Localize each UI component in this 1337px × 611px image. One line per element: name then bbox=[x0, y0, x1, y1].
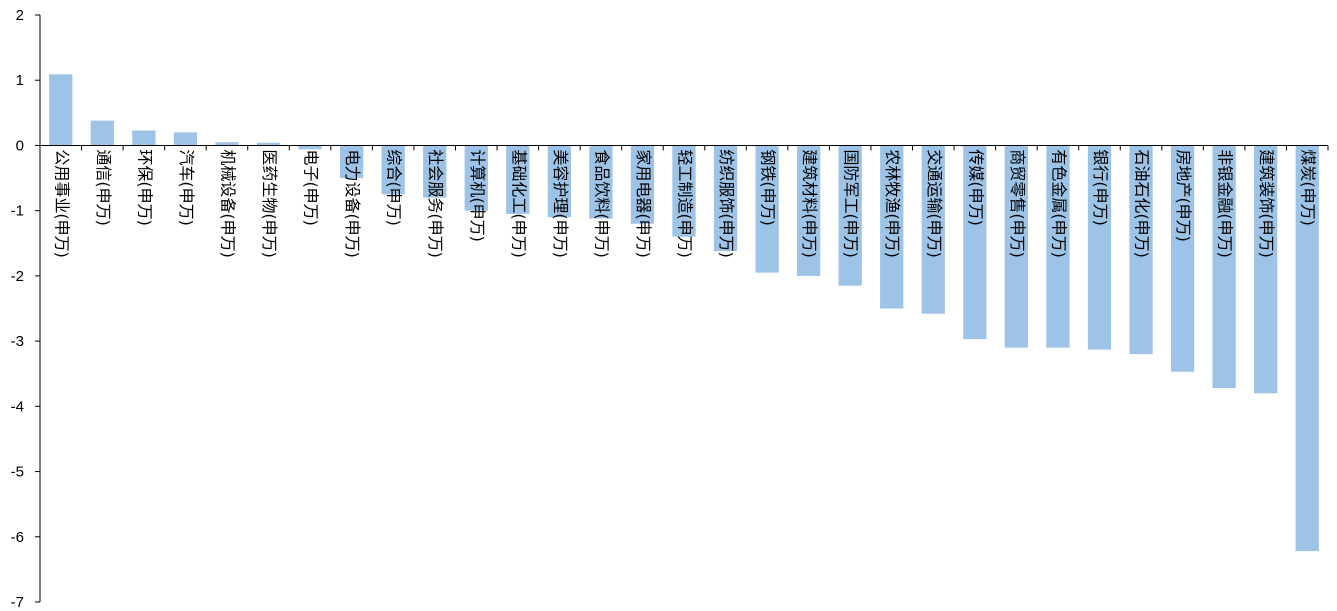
category-label-11: 基础化工(申万) bbox=[509, 149, 528, 258]
y-tick-label-5: -3 bbox=[11, 333, 24, 350]
y-tick-label-3: -1 bbox=[11, 203, 24, 220]
category-label-19: 国防军工(申万) bbox=[842, 149, 861, 258]
y-axis: 2 1 0 -1 -2 -3 -4 -5 -6 -7 bbox=[11, 7, 41, 611]
category-label-22: 传媒(申万) bbox=[966, 149, 985, 225]
y-tick-label-1: 1 bbox=[16, 72, 24, 89]
y-tick-label-8: -6 bbox=[11, 529, 24, 546]
category-label-29: 建筑装饰(申万) bbox=[1257, 149, 1276, 258]
bar-16 bbox=[713, 145, 738, 252]
category-label-12: 美容护理(申万) bbox=[551, 149, 570, 258]
category-label-7: 电力设备(申万) bbox=[343, 149, 362, 258]
bar-27 bbox=[1170, 145, 1195, 372]
bar-1 bbox=[90, 120, 114, 146]
category-label-25: 银行(申万) bbox=[1091, 149, 1110, 226]
category-label-9: 社会服务(申万) bbox=[426, 149, 445, 258]
bar-11 bbox=[506, 145, 530, 214]
category-label-24: 有色金属(申万) bbox=[1049, 149, 1068, 258]
category-label-18: 建筑材料(申万) bbox=[800, 149, 819, 258]
bar-10 bbox=[464, 145, 488, 211]
category-label-10: 计算机(申万) bbox=[468, 149, 487, 242]
category-label-26: 石油石化(申万) bbox=[1133, 149, 1152, 258]
bar-3 bbox=[173, 132, 198, 146]
bar-12 bbox=[547, 145, 571, 218]
category-label-20: 农林牧渔(申万) bbox=[883, 149, 902, 258]
category-label-2: 环保(申万) bbox=[135, 149, 154, 226]
bar-28 bbox=[1212, 145, 1236, 389]
bars-layer bbox=[49, 74, 1319, 552]
bar-9 bbox=[423, 145, 447, 198]
y-tick-label-9: -7 bbox=[11, 594, 24, 611]
bar-15 bbox=[672, 145, 696, 237]
y-tick-label-7: -5 bbox=[11, 464, 24, 481]
category-label-27: 房地产(申万) bbox=[1174, 149, 1193, 242]
bar-21 bbox=[921, 145, 945, 314]
category-label-0: 公用事业(申万) bbox=[52, 149, 71, 258]
y-tick-label-2: 0 bbox=[16, 137, 24, 154]
bar-7 bbox=[339, 145, 364, 179]
x-axis bbox=[39, 144, 1329, 151]
y-tick-label-6: -4 bbox=[11, 398, 24, 415]
category-label-3: 汽车(申万) bbox=[177, 149, 196, 226]
category-label-13: 食品饮料(申万) bbox=[592, 149, 611, 258]
bar-6 bbox=[298, 145, 322, 150]
category-label-30: 煤炭(申万) bbox=[1299, 149, 1318, 226]
category-label-17: 钢铁(申万) bbox=[759, 149, 778, 226]
bar-4 bbox=[215, 142, 239, 146]
bar-14 bbox=[630, 145, 655, 224]
y-tick-label-0: 2 bbox=[16, 7, 24, 24]
category-label-21: 交通运输(申万) bbox=[925, 149, 944, 257]
category-label-14: 家用电器(申万) bbox=[634, 149, 653, 258]
bar-22 bbox=[963, 145, 987, 340]
bar-20 bbox=[880, 145, 904, 309]
category-label-28: 非银金融(申万) bbox=[1216, 149, 1235, 258]
category-label-15: 轻工制造(申万) bbox=[675, 149, 694, 258]
category-label-16: 纺织服饰(申万) bbox=[717, 149, 736, 258]
bar-25 bbox=[1087, 145, 1112, 350]
category-label-23: 商贸零售(申万) bbox=[1008, 149, 1027, 258]
category-label-6: 电子(申万) bbox=[302, 149, 321, 226]
category-labels: 公用事业(申万) 通信(申万) 环保(申万) 汽车(申万) 机械设备(申万) 医药生物(申… bbox=[52, 149, 1317, 258]
bar-24 bbox=[1046, 145, 1070, 348]
bar-13 bbox=[589, 145, 613, 219]
category-label-8: 综合(申万) bbox=[385, 149, 404, 226]
bar-29 bbox=[1254, 145, 1278, 394]
bar-5 bbox=[256, 142, 281, 146]
bar-18 bbox=[797, 145, 821, 276]
bar-2 bbox=[132, 130, 156, 146]
bar-30 bbox=[1295, 145, 1319, 552]
y-tick-label-4: -2 bbox=[11, 268, 24, 285]
bar-23 bbox=[1004, 145, 1029, 348]
category-label-1: 通信(申万) bbox=[94, 149, 113, 225]
bar-19 bbox=[838, 145, 862, 286]
category-label-5: 医药生物(申万) bbox=[260, 149, 279, 258]
bar-8 bbox=[381, 145, 405, 195]
category-label-4: 机械设备(申万) bbox=[218, 149, 237, 258]
bar-0 bbox=[49, 74, 73, 146]
bar-17 bbox=[755, 145, 779, 273]
bar-26 bbox=[1129, 145, 1153, 355]
